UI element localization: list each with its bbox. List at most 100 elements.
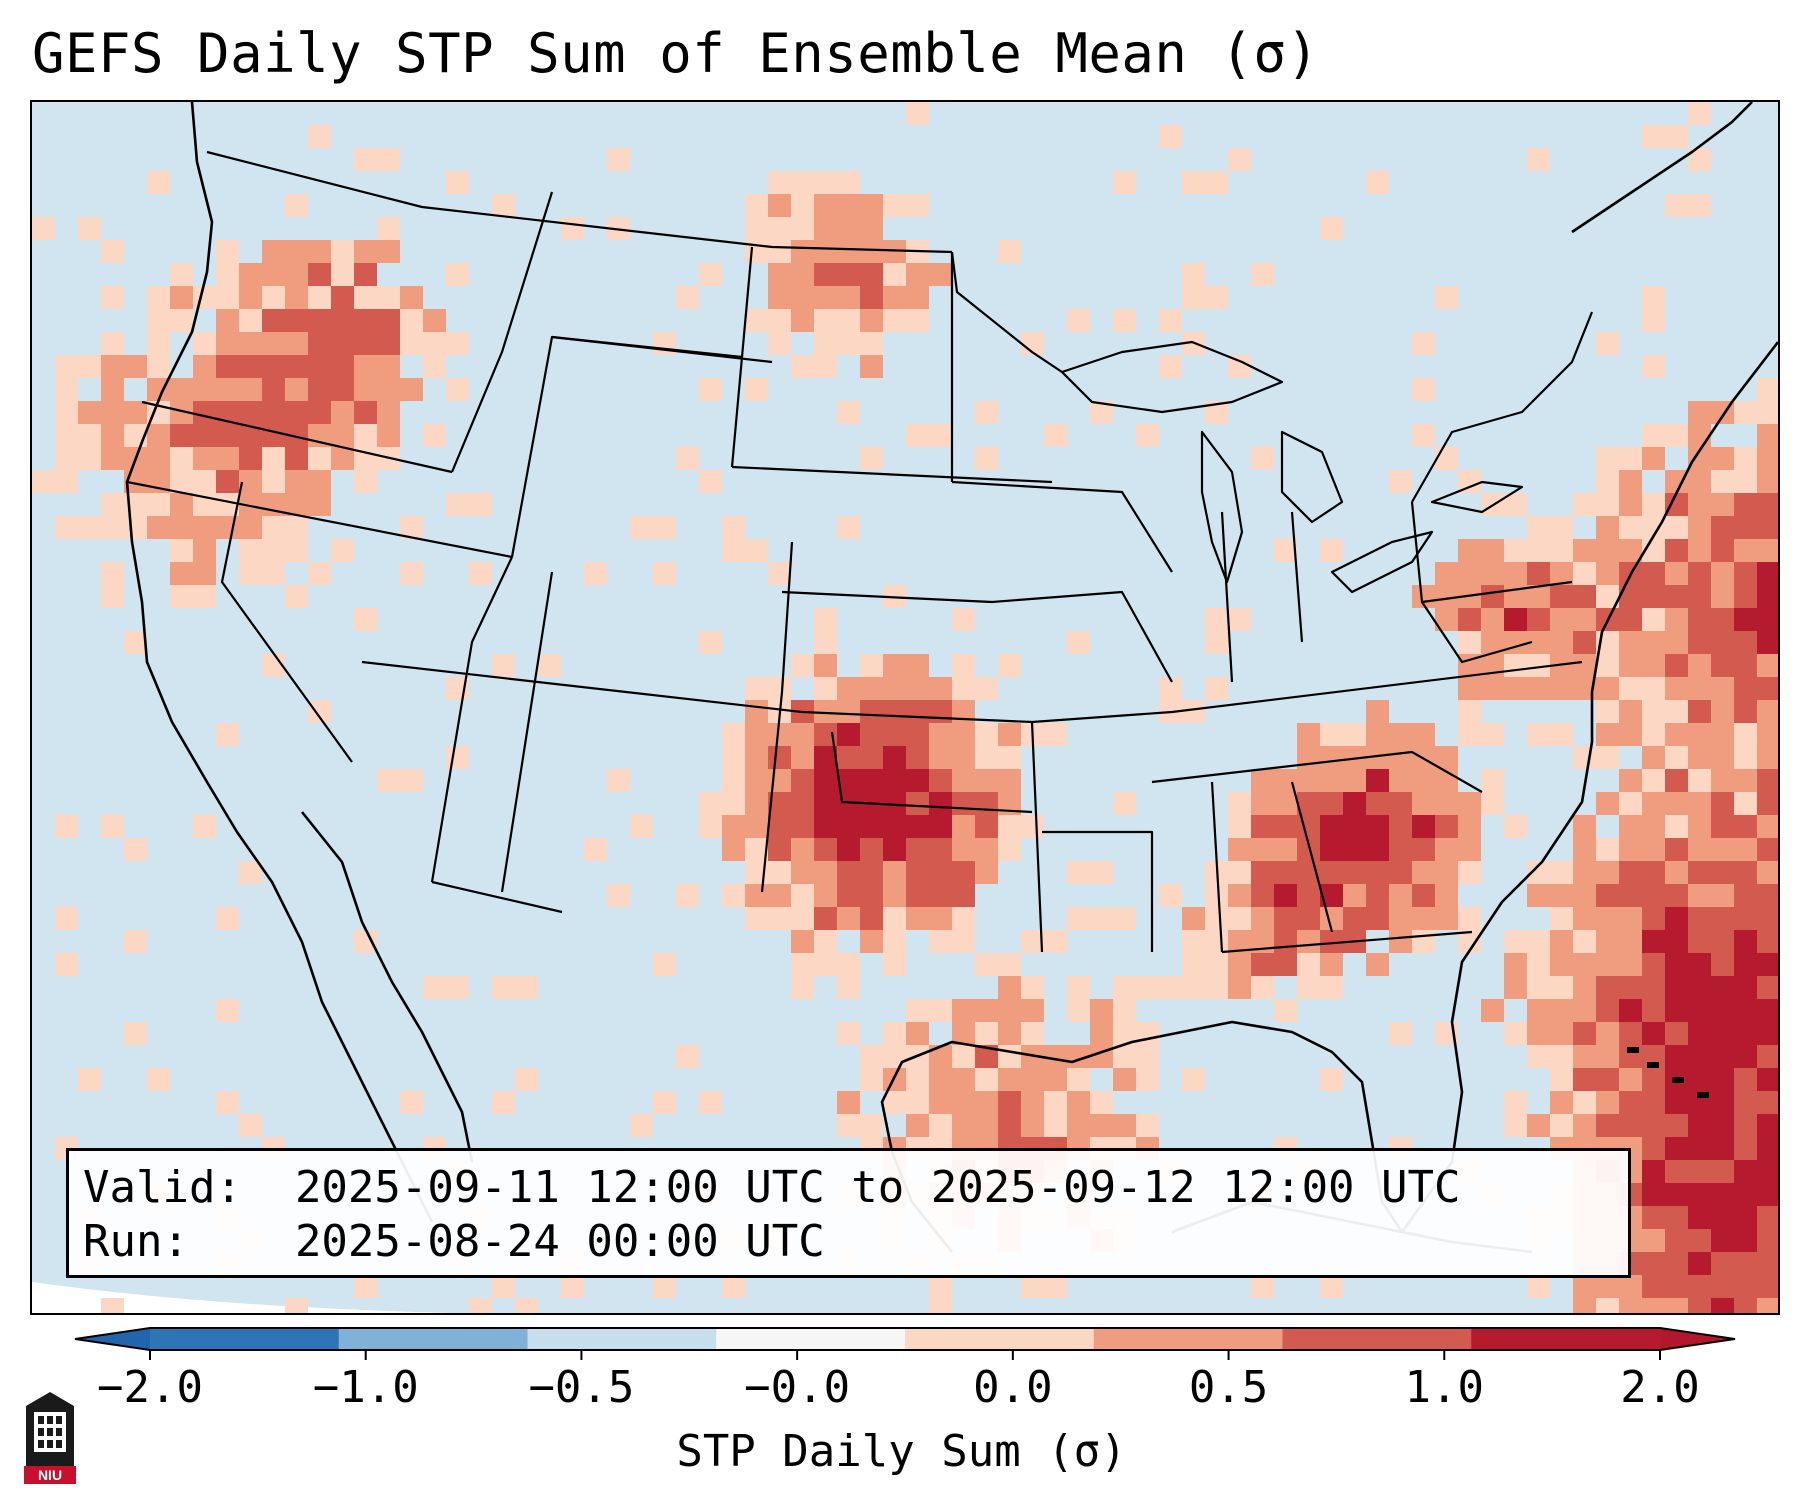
stp-cell [814,286,837,309]
stp-cell [1550,861,1573,884]
stp-cell [239,401,262,424]
stp-cell [1113,1068,1136,1091]
stp-cell [1274,769,1297,792]
stp-cell [1113,1022,1136,1045]
stp-cell [1688,930,1711,953]
stp-cell [1435,286,1458,309]
stp-cell [1596,792,1619,815]
stp-cell [1734,654,1757,677]
stp-cell [998,1091,1021,1114]
stp-cell [1734,930,1757,953]
stp-cell [1596,493,1619,516]
stp-cell [101,286,124,309]
stp-cell [1711,654,1734,677]
stp-cell [1596,677,1619,700]
stp-cell [860,677,883,700]
stp-cell [147,516,170,539]
stp-cell [377,378,400,401]
stp-cell [906,1022,929,1045]
stp-cell [1527,654,1550,677]
stp-cell [1343,838,1366,861]
stp-cell [354,309,377,332]
stp-cell [1435,792,1458,815]
stp-cell [1320,838,1343,861]
stp-cell [239,332,262,355]
stp-cell [1642,1091,1665,1114]
stp-cell [860,355,883,378]
stp-cell [1297,884,1320,907]
stp-cell [1527,1275,1550,1298]
stp-cell [1642,286,1665,309]
stp-cell [1619,1068,1642,1091]
stp-cell [1228,953,1251,976]
stp-cell [1734,1160,1757,1183]
run-line: Run: 2025-08-24 00:00 UTC [83,1215,1614,1269]
stp-cell [1665,1229,1688,1252]
stp-cell [1711,1045,1734,1068]
stp-cell [1159,677,1182,700]
stp-cell [1665,539,1688,562]
stp-cell [515,1068,538,1091]
stp-cell [1688,999,1711,1022]
great-lakes [1060,340,1524,594]
stp-cell [860,286,883,309]
stp-cell [837,194,860,217]
ar-north [1031,710,1173,724]
stp-cell [308,700,331,723]
stp-cell [1527,585,1550,608]
stp-cell [768,861,791,884]
stp-cell [1159,355,1182,378]
stp-cell [331,447,354,470]
stp-cell [837,953,860,976]
stp-cell [101,332,124,355]
stp-cell [377,769,400,792]
stp-cell [1665,1160,1688,1183]
stp-cell [1435,585,1458,608]
stp-cell [1504,654,1527,677]
stp-cell [929,1045,952,1068]
stp-cell [1757,654,1778,677]
stp-cell [262,263,285,286]
stp-cell [1389,1022,1412,1045]
stp-cell [216,240,239,263]
stp-cell [1021,1022,1044,1045]
stp-cell [952,999,975,1022]
stp-cell [124,838,147,861]
stp-cell [239,516,262,539]
lake-erie [1330,530,1434,594]
stp-cell [1711,585,1734,608]
stp-cell [791,746,814,769]
stp-cell [1205,976,1228,999]
co-nm-line [361,660,803,714]
stp-cell [906,654,929,677]
stp-cell [952,884,975,907]
stp-cell [1412,792,1435,815]
stp-cell [676,447,699,470]
stp-cell [193,585,216,608]
stp-cell [1412,884,1435,907]
stp-cell [1665,424,1688,447]
stp-cell [1596,470,1619,493]
stp-cell [354,1275,377,1298]
stp-cell [1619,838,1642,861]
stp-cell [1665,930,1688,953]
stp-cell [1458,930,1481,953]
stp-cell [170,378,193,401]
stp-cell [1573,1022,1596,1045]
stp-cell [722,792,745,815]
stp-cell [1182,907,1205,930]
stp-cell [768,217,791,240]
stp-cell [1343,815,1366,838]
stp-cell [929,792,952,815]
stp-cell [814,700,837,723]
stp-cell [262,401,285,424]
stp-cell [193,401,216,424]
stp-cell [1021,999,1044,1022]
stp-cell [699,815,722,838]
stp-cell [285,539,308,562]
stp-cell [653,516,676,539]
stp-cell [1251,907,1274,930]
stp-cell [1734,447,1757,470]
stp-cell [1435,746,1458,769]
stp-cell [1067,976,1090,999]
